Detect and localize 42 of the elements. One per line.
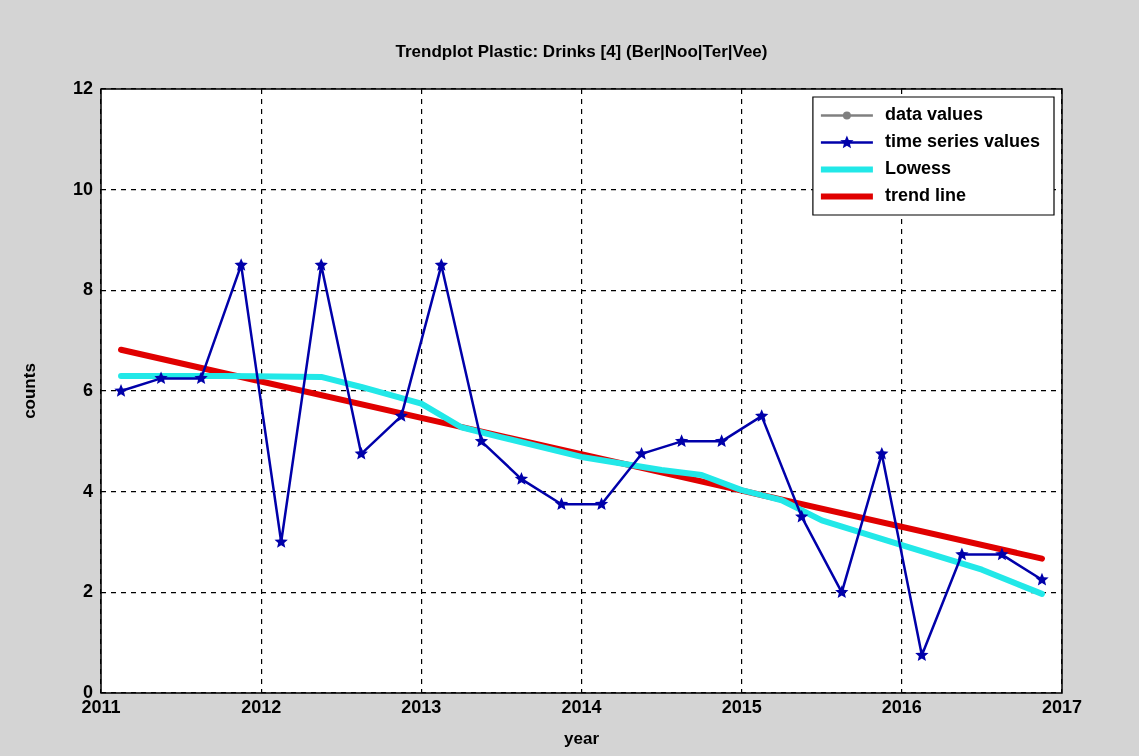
point <box>314 258 328 271</box>
x-tick-label: 2017 <box>1041 696 1083 717</box>
point <box>955 547 969 561</box>
chart-title: Trendplot Plastic: Drinks [4] (Ber|Noo|Ter|Vee) <box>395 41 768 61</box>
point <box>755 409 769 422</box>
y-tick-label: 10 <box>72 178 93 199</box>
point <box>915 648 929 661</box>
point <box>194 371 208 385</box>
point <box>354 446 368 460</box>
x-tick-label: 2014 <box>561 696 602 717</box>
point <box>154 371 168 385</box>
y-tick-label: 12 <box>72 77 93 98</box>
y-tick-label: 4 <box>82 480 93 501</box>
point <box>835 585 849 598</box>
x-tick-label: 2015 <box>721 696 762 717</box>
point <box>875 446 889 460</box>
point <box>634 446 649 460</box>
point <box>114 384 128 397</box>
legend-label: data values <box>884 104 983 125</box>
point <box>674 434 689 447</box>
legend-label: Lowess <box>884 158 951 179</box>
point <box>434 258 449 271</box>
point <box>594 497 609 510</box>
point <box>234 258 248 271</box>
x-tick-label: 2013 <box>401 696 442 717</box>
y-axis-title: counts <box>19 363 39 419</box>
legend-label: time series values <box>884 131 1041 152</box>
point <box>554 497 569 510</box>
x-tick-label: 2016 <box>881 696 922 717</box>
point <box>795 509 809 523</box>
point <box>995 547 1009 561</box>
x-axis-title: year <box>564 729 600 749</box>
y-tick-label: 6 <box>82 379 93 400</box>
y-tick-label: 8 <box>82 279 93 300</box>
point <box>474 434 489 447</box>
x-tick-label: 2012 <box>241 696 282 717</box>
point <box>714 434 729 447</box>
point <box>394 409 408 422</box>
point <box>514 472 529 485</box>
legend-label: trend line <box>884 185 966 206</box>
point <box>1035 572 1049 586</box>
y-tick-label: 2 <box>82 581 93 602</box>
